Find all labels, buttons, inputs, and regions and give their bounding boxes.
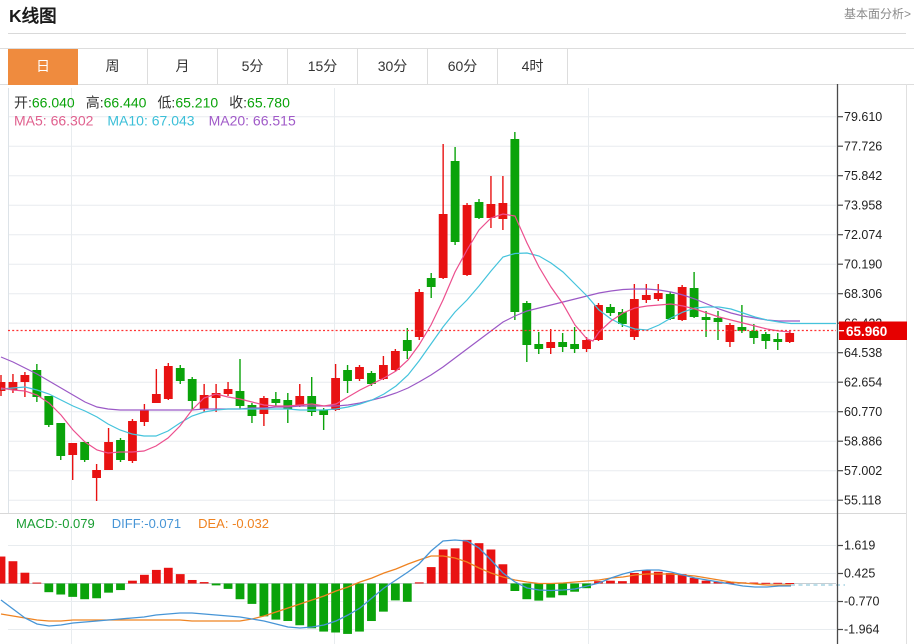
svg-text:55.118: 55.118 <box>844 493 881 507</box>
svg-text:65.960: 65.960 <box>846 324 887 339</box>
svg-text:68.306: 68.306 <box>844 287 882 301</box>
svg-text:77.726: 77.726 <box>844 139 882 153</box>
svg-text:62.654: 62.654 <box>844 375 882 389</box>
svg-text:79.610: 79.610 <box>844 110 882 124</box>
svg-text:75.842: 75.842 <box>844 169 882 183</box>
svg-text:73.958: 73.958 <box>844 198 882 212</box>
svg-text:60.770: 60.770 <box>844 405 882 419</box>
svg-text:57.002: 57.002 <box>844 464 882 478</box>
svg-text:58.886: 58.886 <box>844 434 882 448</box>
svg-text:0.425: 0.425 <box>844 567 875 581</box>
svg-text:-0.770: -0.770 <box>844 595 879 609</box>
svg-text:72.074: 72.074 <box>844 228 882 242</box>
svg-text:-1.964: -1.964 <box>844 623 879 637</box>
svg-text:70.190: 70.190 <box>844 257 882 271</box>
svg-text:1.619: 1.619 <box>844 539 875 553</box>
svg-text:64.538: 64.538 <box>844 346 882 360</box>
